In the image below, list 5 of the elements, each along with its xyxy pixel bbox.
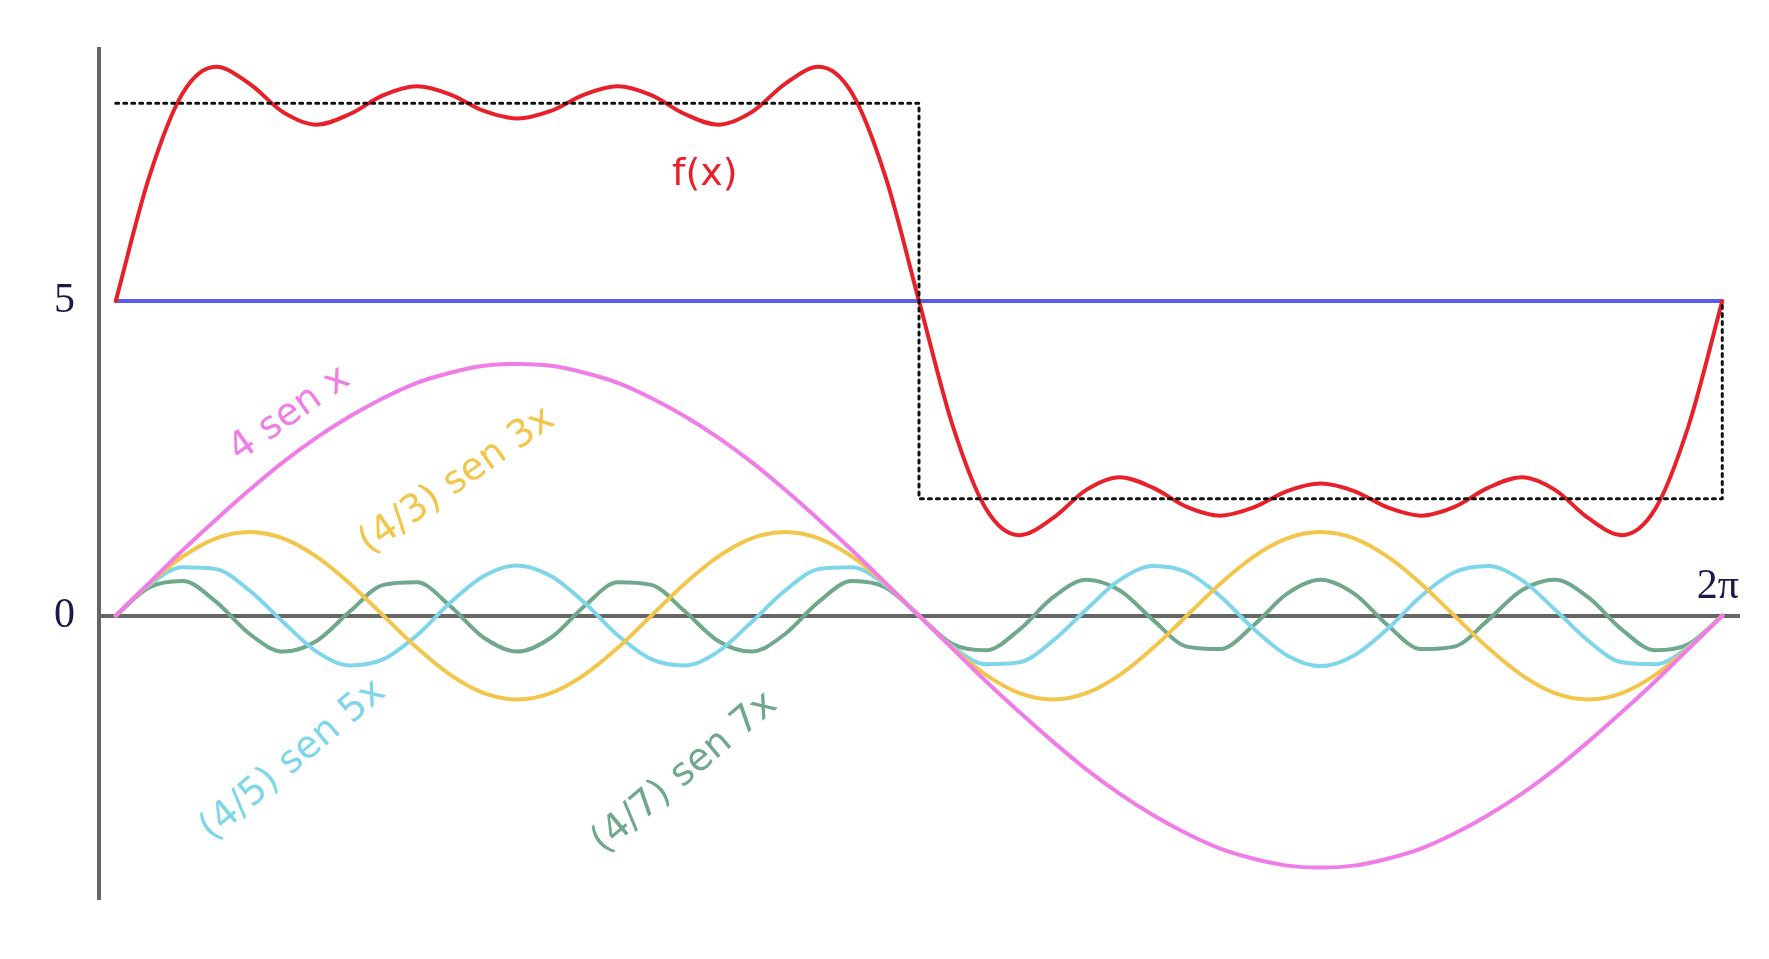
y-tick-label: 5 (54, 275, 75, 322)
y-tick-label: 0 (54, 589, 75, 636)
text: 4 sen x (218, 354, 358, 470)
series-label: f(x) (672, 149, 738, 194)
annotation: 2π (1696, 560, 1739, 607)
